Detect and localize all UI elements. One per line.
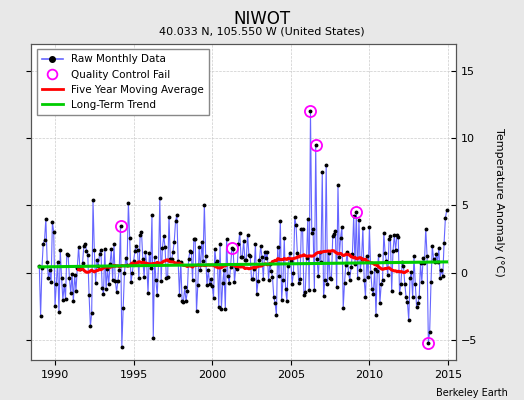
Legend: Raw Monthly Data, Quality Control Fail, Five Year Moving Average, Long-Term Tren: Raw Monthly Data, Quality Control Fail, …	[37, 49, 209, 115]
Text: NIWOT: NIWOT	[233, 10, 291, 28]
Text: 40.033 N, 105.550 W (United States): 40.033 N, 105.550 W (United States)	[159, 26, 365, 36]
Text: Berkeley Earth: Berkeley Earth	[436, 388, 508, 398]
Y-axis label: Temperature Anomaly (°C): Temperature Anomaly (°C)	[494, 128, 504, 276]
